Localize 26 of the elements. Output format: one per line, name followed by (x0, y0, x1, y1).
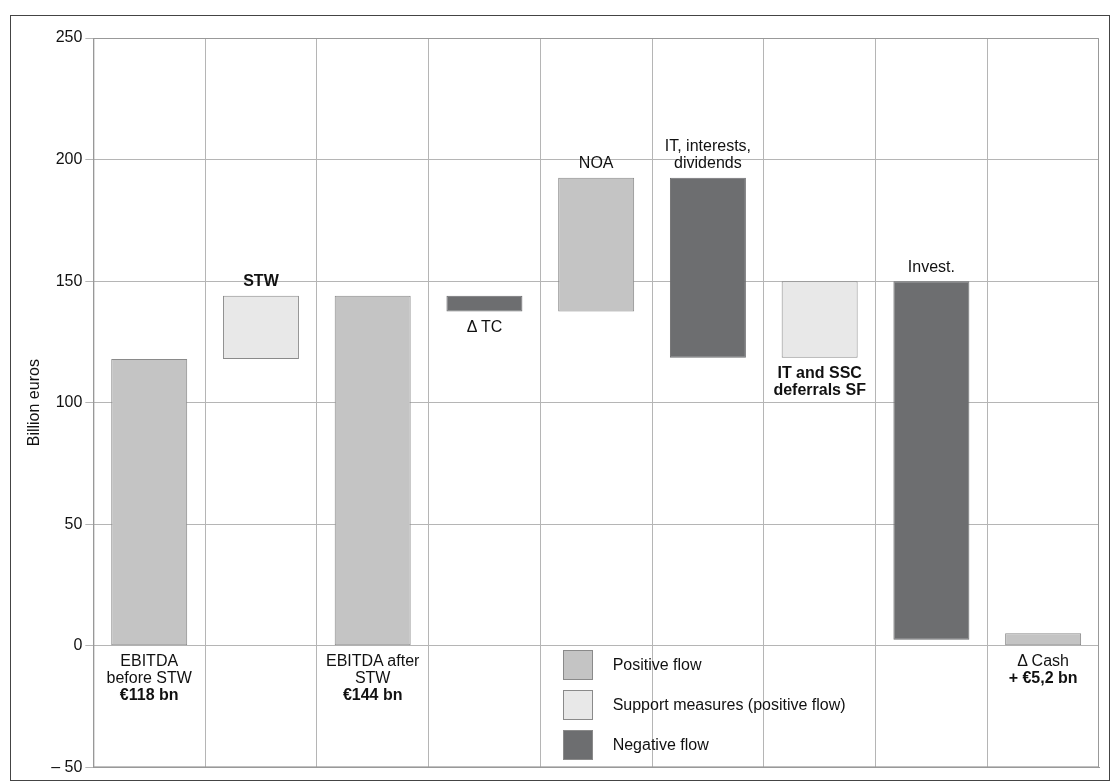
y-tick-label: 250 (55, 28, 83, 46)
x-tick-label: STW (243, 272, 280, 290)
y-tick-label: – 50 (51, 757, 83, 775)
legend-label: Support measures (positive flow) (612, 695, 846, 714)
data-label: €118 bn (119, 686, 179, 704)
y-tick-label: 0 (73, 636, 83, 654)
x-tick-label: EBITDA after STW (326, 652, 421, 687)
y-tick-label: 100 (55, 393, 83, 411)
y-tick-label: 50 (64, 514, 83, 532)
x-tick-label: IT, interests, dividends (664, 137, 752, 172)
legend-label: Positive flow (612, 655, 702, 674)
y-tick-label: 200 (55, 149, 83, 167)
x-tick-label: Δ TC (466, 317, 503, 335)
data-label: €144 bn (342, 686, 403, 704)
x-tick-label: EBITDA before STW (106, 652, 193, 687)
x-tick-label: Δ Cash (1017, 652, 1069, 670)
bar (446, 295, 523, 312)
y-axis-title: Billion euros (25, 359, 43, 447)
bar (893, 281, 970, 640)
x-tick-label: NOA (578, 154, 614, 172)
x-tick-label: IT and SSC deferrals SF (773, 364, 867, 399)
data-label: + €5,2 bn (1008, 669, 1078, 687)
x-tick-label: Invest. (907, 257, 955, 275)
bar (669, 177, 746, 358)
legend-label: Negative flow (612, 735, 709, 754)
y-tick-label: 150 (55, 271, 83, 289)
